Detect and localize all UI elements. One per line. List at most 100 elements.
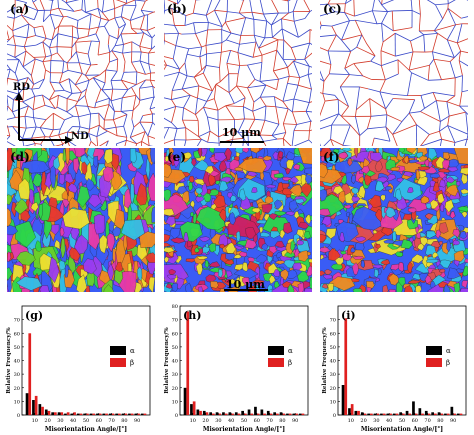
grain-boundary-line xyxy=(17,80,19,95)
orientation-grain xyxy=(251,207,261,214)
grain-boundary-line xyxy=(212,84,217,92)
grain-boundary-line xyxy=(206,51,222,55)
grain-boundary-line xyxy=(14,14,22,19)
grain-boundary-line xyxy=(140,10,145,16)
grain-boundary-line xyxy=(385,126,391,142)
grain-boundary-line xyxy=(418,14,421,32)
orientation-grain xyxy=(375,209,383,222)
histogram-svg-g: 0 10 20 30 40 50 60 70 10 20 30 40 50 60 70 80 90 Relativ… xyxy=(6,305,151,433)
grain-boundary-line xyxy=(447,39,458,44)
orientation-grain xyxy=(404,285,414,292)
grain-boundary-line xyxy=(120,72,125,81)
grain-boundary-line xyxy=(322,93,335,96)
orientation-grain xyxy=(265,184,276,189)
grain-boundary-line xyxy=(282,108,289,124)
orientation-grain xyxy=(442,159,450,170)
grain-boundary-line xyxy=(65,0,80,4)
grain-boundary-line xyxy=(464,138,468,146)
grain-boundary-line xyxy=(96,136,99,146)
histogram-svg-h: 0 10 20 30 40 50 60 70 80 10 20 30 40 50 60 70 80 90 Relat… xyxy=(164,304,309,433)
grain-boundary-line xyxy=(88,133,92,142)
orientation-grain xyxy=(198,286,203,292)
grain-boundary-line xyxy=(164,127,170,140)
grain-boundary-line xyxy=(139,115,144,123)
grain-boundary-line xyxy=(141,131,146,142)
grain-boundary-line xyxy=(7,126,11,137)
grain-boundary-line xyxy=(64,90,73,94)
grain-boundary-line xyxy=(42,41,47,57)
scalebar-line-bottom xyxy=(224,289,268,291)
orientation-grain xyxy=(164,156,170,163)
grain-boundary-line xyxy=(108,104,115,112)
grain-boundary-line xyxy=(392,124,417,135)
grain-boundary-line xyxy=(7,24,14,31)
grain-boundary-line xyxy=(32,96,36,110)
orientation-grain xyxy=(7,194,13,206)
grain-boundary-line xyxy=(171,122,178,129)
grain-boundary-line xyxy=(7,64,11,70)
orientation-grain xyxy=(173,155,180,169)
grain-boundary-line xyxy=(215,81,221,85)
grain-boundary-line xyxy=(193,76,200,87)
grain-boundary-line xyxy=(225,17,246,23)
grain-boundary-line xyxy=(101,89,110,99)
grain-boundary-line xyxy=(226,62,240,66)
bar-alpha-70 xyxy=(108,413,112,415)
grain-boundary-line xyxy=(226,39,240,45)
grain-boundary-line xyxy=(40,127,54,131)
grain-boundary-line xyxy=(182,107,184,121)
orientation-grain xyxy=(182,152,192,159)
y-tick-label: 0 xyxy=(333,413,336,419)
x-tick-label: 10 xyxy=(348,418,354,424)
y-tick-label: 30 xyxy=(330,372,336,378)
orientation-grain xyxy=(439,179,446,188)
grain-boundary-line xyxy=(57,33,73,38)
grain-boundary-line xyxy=(320,60,332,65)
grain-boundary-line xyxy=(12,99,14,112)
grain-boundary-line xyxy=(31,87,40,90)
scalebar-line-top xyxy=(220,141,264,143)
grain-boundary-line xyxy=(342,144,352,146)
grain-boundary-line xyxy=(287,108,293,113)
orientation-grain xyxy=(429,179,436,188)
orientation-grain xyxy=(260,232,271,238)
orientation-grain xyxy=(92,155,99,168)
rd-nd-axes-arrows xyxy=(15,92,73,144)
orientation-grain xyxy=(148,276,155,292)
grain-boundary-line xyxy=(354,10,373,17)
grain-boundary-line xyxy=(68,78,76,86)
orientation-grain xyxy=(293,164,300,170)
grain-boundary-line xyxy=(259,84,267,98)
bar-beta-20 xyxy=(205,412,209,415)
x-tick-label: 90 xyxy=(134,418,140,424)
grain-boundary-line xyxy=(293,139,309,146)
grain-boundary-line xyxy=(258,48,263,56)
grain-boundary-line xyxy=(395,51,414,57)
grain-boundary-line xyxy=(78,116,81,127)
orientation-grain xyxy=(274,210,287,216)
bar-beta-80 xyxy=(124,413,128,415)
grain-boundary-line xyxy=(90,64,98,66)
grain-boundary-line xyxy=(433,18,443,31)
orientation-grain xyxy=(388,273,401,286)
grain-boundary-line xyxy=(355,86,360,110)
grain-boundary-line xyxy=(293,60,310,67)
orientation-map-f: (f) xyxy=(320,148,468,292)
grain-boundary-line xyxy=(172,58,180,70)
grain-boundary-line xyxy=(276,79,279,90)
orientation-grain xyxy=(269,245,278,254)
grain-boundary-line xyxy=(192,0,197,14)
bar-alpha-20 xyxy=(44,409,48,415)
grain-boundary-line xyxy=(12,18,15,31)
grain-boundary-line xyxy=(449,57,455,62)
grain-boundary-line xyxy=(131,119,135,128)
orientation-grain xyxy=(39,285,50,292)
orientation-grain xyxy=(329,276,356,291)
grain-boundary-line xyxy=(131,28,138,34)
grain-boundary-line xyxy=(420,92,434,96)
grain-boundary-line xyxy=(264,20,268,38)
grain-boundary-line xyxy=(67,131,78,134)
grain-boundary-line xyxy=(441,77,456,81)
grain-boundary-line xyxy=(173,128,178,140)
orientation-grain xyxy=(107,262,114,281)
